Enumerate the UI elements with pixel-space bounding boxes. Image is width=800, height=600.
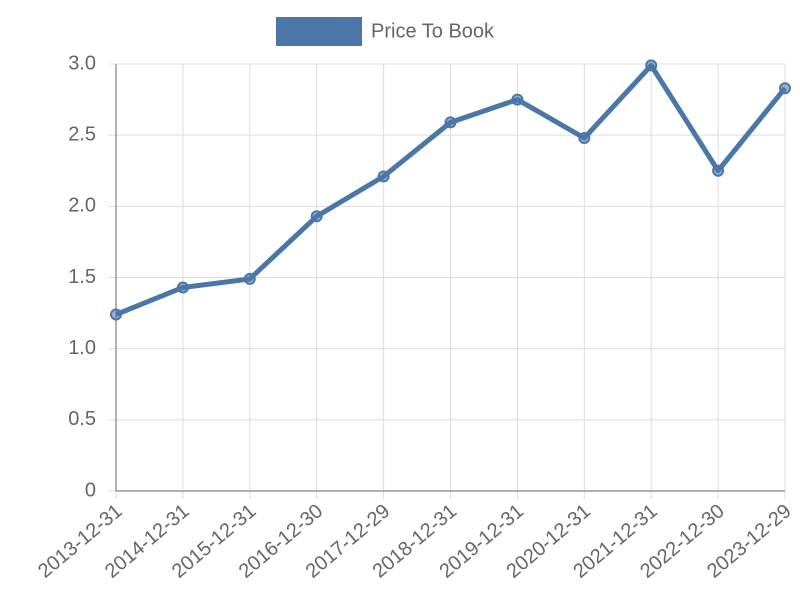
point — [444, 116, 457, 129]
point — [377, 170, 390, 183]
point — [310, 210, 323, 223]
y-tick-label: 0 — [85, 479, 96, 501]
point — [243, 272, 256, 285]
legend-label: Price To Book — [371, 20, 495, 42]
y-tick-label: 1.5 — [68, 266, 96, 288]
point — [176, 281, 189, 294]
y-tick-label: 2.5 — [68, 123, 96, 145]
point — [779, 82, 791, 95]
point — [712, 164, 725, 177]
point — [110, 308, 122, 321]
y-tick-label: 2.0 — [68, 195, 96, 217]
point — [645, 59, 658, 72]
point — [511, 93, 524, 106]
y-tick-label: 0.5 — [68, 408, 96, 430]
legend-swatch — [276, 17, 362, 46]
point — [578, 132, 591, 145]
y-tick-label: 1.0 — [68, 337, 96, 359]
y-tick-label: 3.0 — [68, 52, 96, 74]
